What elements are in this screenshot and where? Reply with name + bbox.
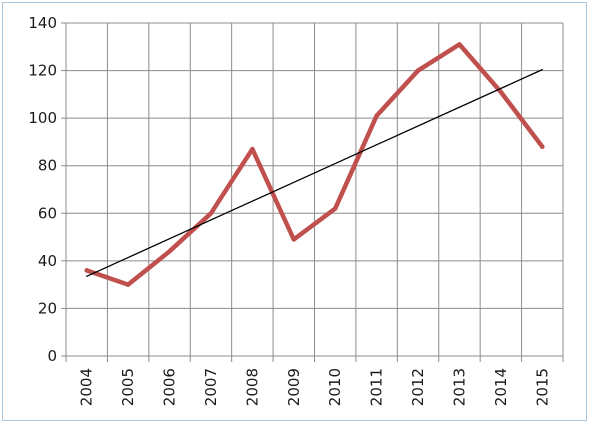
- series-layer: [84, 42, 545, 287]
- y-tick-label: 0: [47, 347, 57, 365]
- x-tick-label: 2005: [119, 368, 137, 406]
- data-point: [457, 42, 462, 47]
- y-tick-label: 120: [28, 62, 57, 80]
- x-tick-label: 2014: [492, 368, 510, 406]
- y-tick-label: 20: [38, 299, 57, 317]
- chart-frame: [2, 2, 587, 421]
- grid-layer: [66, 22, 564, 356]
- y-tick-label: 40: [38, 252, 57, 270]
- x-tick-label: 2004: [78, 368, 96, 406]
- x-tick-label: 2010: [326, 368, 344, 406]
- y-tick-label: 60: [38, 204, 57, 222]
- x-tick-label: 2006: [161, 368, 179, 406]
- trendline: [86, 68, 543, 277]
- data-point: [540, 144, 545, 149]
- x-tick-label: 2012: [409, 368, 427, 406]
- x-tick-label: 2008: [243, 368, 261, 406]
- x-tick-label: 2009: [285, 368, 303, 406]
- y-tick-label: 140: [28, 14, 57, 32]
- data-point: [374, 113, 379, 118]
- x-tick-label: 2011: [368, 368, 386, 406]
- data-point: [208, 211, 214, 216]
- axis-layer: [61, 22, 564, 362]
- data-point: [291, 237, 296, 242]
- data-point: [415, 68, 421, 73]
- x-tick-label: 2015: [533, 368, 551, 406]
- data-point: [333, 206, 338, 211]
- data-point: [167, 249, 172, 254]
- y-tick-label: 100: [28, 109, 57, 127]
- y-tick-label: 80: [38, 157, 57, 175]
- data-point: [250, 146, 255, 152]
- data-point: [125, 282, 131, 287]
- data-point: [498, 89, 504, 95]
- series-line: [84, 42, 545, 287]
- x-tick-label: 2013: [450, 368, 468, 406]
- label-layer: 0 20 40 60 80 100 120 140 2004 2005 2006 2007 2008 20…: [28, 14, 551, 406]
- x-tick-label: 2007: [202, 368, 220, 406]
- data-point: [84, 268, 89, 273]
